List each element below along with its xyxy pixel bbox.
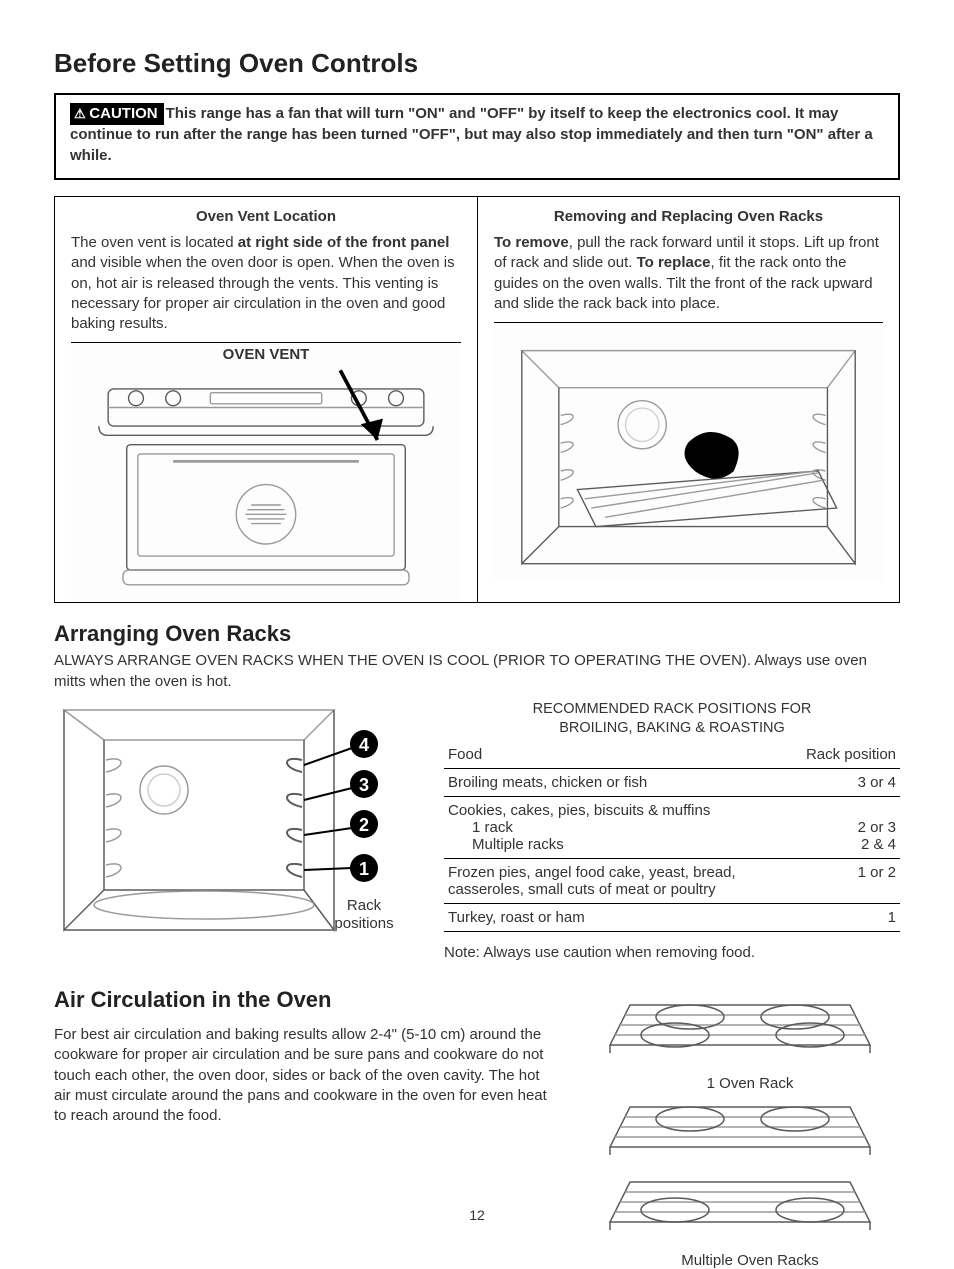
racks-body: To remove, pull the rack forward until i… [494,233,883,314]
vent-diagram: OVEN VENT [71,342,461,602]
table-title: RECOMMENDED RACK POSITIONS FOR BROILING,… [444,700,900,738]
cell-sub1: 1 rack [448,819,798,836]
table-title-l2: BROILING, BAKING & ROASTING [559,720,785,736]
cell-food: Broiling meats, chicken or fish [444,769,802,797]
page-title: Before Setting Oven Controls [54,48,900,79]
table-note: Note: Always use caution when removing f… [444,944,900,961]
caution-label: CAUTION [70,103,164,125]
racks-column: Removing and Replacing Oven Racks To rem… [477,197,899,603]
table-row: Frozen pies, angel food cake, yeast, bre… [444,859,900,904]
vent-heading: Oven Vent Location [71,207,461,227]
single-rack-label: 1 Oven Rack [600,1075,900,1092]
pos-1: 1 [359,859,369,879]
arrange-row: 4 3 2 1 Rack positions RECOMMENDED RACK … [54,700,900,962]
racks-diagram [494,322,883,582]
cell-food: Cookies, cakes, pies, biscuits & muffins… [444,797,802,859]
replace-label: To replace [637,254,711,271]
table-title-l1: RECOMMENDED RACK POSITIONS FOR [533,701,812,717]
pos-3: 3 [359,775,369,795]
positions-diagram: 4 3 2 1 Rack positions [54,700,414,962]
vent-body-post: and visible when the oven door is open. … [71,254,455,332]
caution-box: CAUTIONThis range has a fan that will tu… [54,93,900,180]
table-row: Cookies, cakes, pies, biscuits & muffins… [444,797,900,859]
vent-diagram-label: OVEN VENT [71,345,461,365]
col-food: Food [444,741,802,769]
table-row: Broiling meats, chicken or fish 3 or 4 [444,769,900,797]
pos-2: 2 [359,815,369,835]
arrange-intro: ALWAYS ARRANGE OVEN RACKS WHEN THE OVEN … [54,651,900,692]
col-pos: Rack position [802,741,900,769]
air-row: Air Circulation in the Oven For best air… [54,985,900,1269]
cell-sub2: Multiple racks [448,836,798,853]
cell-food-main: Cookies, cakes, pies, biscuits & muffins [448,802,710,819]
positions-label-2: positions [334,915,393,932]
caution-text: This range has a fan that will turn "ON"… [70,105,873,164]
cell-food: Turkey, roast or ham [444,904,802,932]
air-heading: Air Circulation in the Oven [54,985,560,1015]
info-columns: Oven Vent Location The oven vent is loca… [54,196,900,604]
cell-pos: 3 or 4 [802,769,900,797]
air-text: Air Circulation in the Oven For best air… [54,985,560,1269]
multi-rack-illustration [600,1092,880,1252]
arrange-heading: Arranging Oven Racks [54,621,900,647]
air-diagrams: 1 Oven Rack Multiple Oven Ra [600,985,900,1269]
racks-heading: Removing and Replacing Oven Racks [494,207,883,227]
remove-label: To remove [494,234,569,251]
interior-illustration [494,323,883,582]
air-body: For best air circulation and baking resu… [54,1025,560,1126]
single-rack-illustration [600,985,880,1075]
cell-pos: 1 or 2 [802,859,900,904]
range-illustration [71,343,461,602]
table-row: Turkey, roast or ham 1 [444,904,900,932]
vent-body-bold: at right side of the front panel [238,234,450,251]
cell-sub1-pos: 2 or 3 [858,819,896,836]
positions-illustration: 4 3 2 1 Rack positions [54,700,414,940]
pos-4: 4 [359,735,369,755]
vent-body-pre: The oven vent is located [71,234,238,251]
table-header-row: Food Rack position [444,741,900,769]
cell-pos: 1 [802,904,900,932]
vent-column: Oven Vent Location The oven vent is loca… [55,197,477,603]
rack-table-col: RECOMMENDED RACK POSITIONS FOR BROILING,… [444,700,900,962]
page-number: 12 [0,1207,954,1223]
rack-table: Food Rack position Broiling meats, chick… [444,741,900,932]
multi-rack-label: Multiple Oven Racks [600,1252,900,1269]
vent-body: The oven vent is located at right side o… [71,233,461,334]
cell-pos: 2 or 3 2 & 4 [802,797,900,859]
cell-sub2-pos: 2 & 4 [861,836,896,853]
cell-food: Frozen pies, angel food cake, yeast, bre… [444,859,802,904]
positions-label-1: Rack [347,897,382,914]
